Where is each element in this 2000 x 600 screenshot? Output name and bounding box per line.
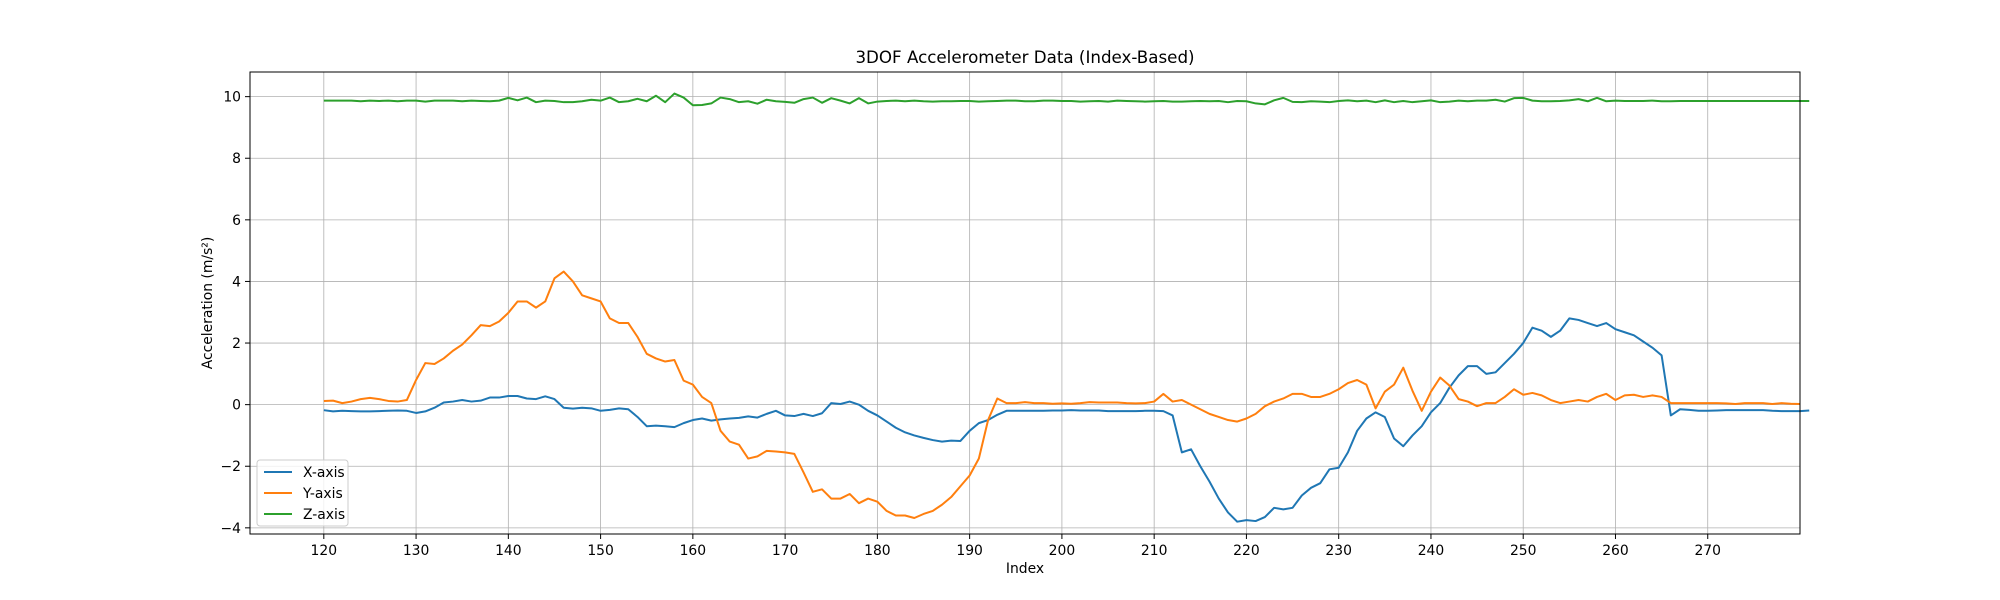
x-tick-label: 220 — [1233, 543, 1260, 559]
x-tick-label: 200 — [1049, 543, 1076, 559]
y-tick-label: 2 — [232, 336, 241, 352]
y-tick-label: −4 — [221, 521, 242, 537]
x-tick-label: 260 — [1602, 543, 1629, 559]
y-tick-label: 8 — [232, 151, 241, 167]
legend-label-x: X-axis — [303, 465, 345, 481]
x-tick-label: 230 — [1325, 543, 1352, 559]
x-tick-label: 250 — [1510, 543, 1537, 559]
x-tick-label: 120 — [311, 543, 338, 559]
x-tick-label: 140 — [495, 543, 522, 559]
x-tick-label: 130 — [403, 543, 430, 559]
legend-frame — [256, 459, 349, 527]
series-layer — [323, 92, 1810, 523]
y-tick-label: 0 — [232, 398, 241, 414]
x-tick-label: 180 — [864, 543, 891, 559]
legend: X-axis Y-axis Z-axis — [256, 459, 349, 527]
series-line-z-axis — [323, 92, 1810, 107]
chart-title: 3DOF Accelerometer Data (Index-Based) — [855, 47, 1194, 67]
y-axis-label: Acceleration (m/s²) — [200, 237, 216, 370]
series-line-x-axis — [323, 317, 1810, 523]
x-tick-label: 170 — [772, 543, 799, 559]
x-axis-label: Index — [1006, 561, 1044, 577]
y-tick-label: 6 — [232, 213, 241, 229]
x-tick-label: 240 — [1418, 543, 1445, 559]
grid — [250, 72, 1800, 534]
x-tick-label: 160 — [680, 543, 707, 559]
y-tick-label: 10 — [223, 90, 241, 106]
x-axis-ticks: 120 130 140 150 160 170 180 190 200 210 220 230 240 2… — [311, 534, 1721, 559]
x-tick-label: 210 — [1141, 543, 1168, 559]
x-tick-label: 150 — [587, 543, 614, 559]
y-tick-label: 4 — [232, 274, 241, 290]
plot-area-frame — [249, 71, 1801, 535]
y-axis-ticks: −4 −2 0 2 4 6 8 10 — [221, 90, 250, 537]
y-tick-label: −2 — [221, 459, 241, 475]
legend-label-z: Z-axis — [303, 507, 345, 523]
x-tick-label: 190 — [956, 543, 983, 559]
legend-label-y: Y-axis — [302, 486, 343, 502]
x-tick-label: 270 — [1694, 543, 1721, 559]
series-line-y-axis — [323, 270, 1801, 519]
